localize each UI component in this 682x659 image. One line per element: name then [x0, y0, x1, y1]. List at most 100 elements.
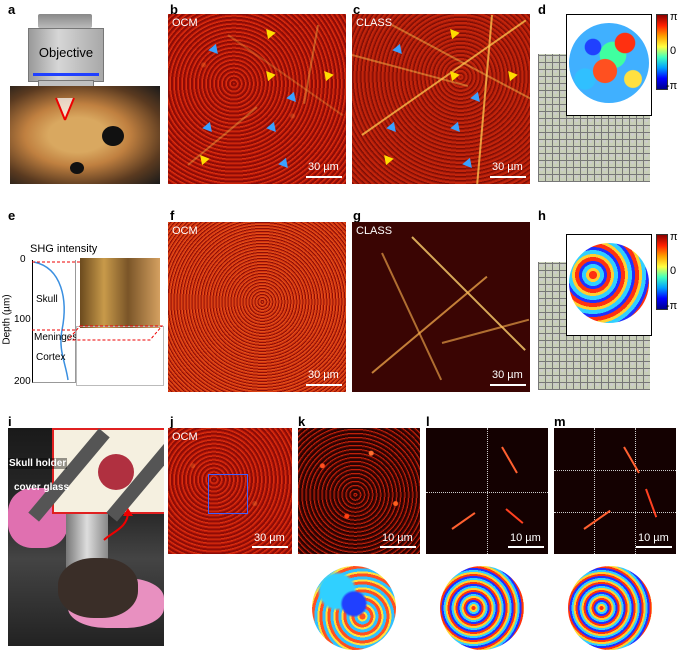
grid-line: [594, 428, 595, 554]
blue-arrow-icon: [386, 121, 400, 136]
scale-bar: [380, 546, 416, 548]
pupil-phase-map-m: [568, 566, 652, 650]
scale-bar-label: 30 µm: [492, 161, 523, 173]
image-label: OCM: [172, 17, 198, 29]
colorbar-max: π: [670, 231, 678, 243]
profile-axes: [32, 260, 76, 383]
grid-line: [554, 470, 676, 471]
colorbar-max: π: [670, 11, 678, 23]
brain-eye-right: [102, 126, 124, 146]
brain-eye-left: [70, 162, 84, 174]
scale-bar: [636, 546, 672, 548]
laser-beam-icon: [55, 97, 75, 121]
panel-m-image: 10 µm: [554, 428, 676, 554]
volume-render: [80, 258, 160, 328]
scale-bar: [508, 546, 544, 548]
scale-bar-label: 30 µm: [492, 369, 523, 381]
fiber: [501, 446, 518, 474]
image-label: OCM: [172, 225, 198, 237]
tick-100: 100: [14, 314, 31, 325]
panel-label-b: b: [170, 2, 178, 17]
scale-bar-label: 10 µm: [638, 532, 669, 544]
yellow-arrow-icon: [262, 67, 276, 82]
fiber: [451, 512, 476, 530]
objective-body: Objective: [28, 28, 104, 82]
panel-label-g: g: [353, 208, 361, 223]
panel-c-class-image: CLASS 30 µm: [352, 14, 530, 184]
scale-bar: [490, 384, 526, 386]
yellow-arrow-icon: [380, 151, 394, 166]
panel-label-m: m: [554, 414, 566, 429]
yellow-arrow-icon: [504, 67, 518, 82]
depth-markers: [32, 261, 164, 341]
grid-line: [635, 428, 636, 554]
scale-bar: [306, 384, 342, 386]
scale-bar: [252, 546, 288, 548]
panel-a: Objective: [10, 14, 160, 184]
pupil-phase-map: [569, 243, 649, 323]
objective-label: Objective: [38, 45, 94, 60]
yellow-arrow-icon: [320, 67, 334, 82]
fiber: [645, 488, 658, 518]
colorbar-min: -π: [666, 300, 678, 312]
tick-200: 200: [14, 376, 31, 387]
panel-h-phase-inset: [566, 234, 652, 336]
blue-arrow-icon: [202, 121, 216, 136]
layer-skull: Skull: [36, 294, 58, 305]
objective-top: [38, 14, 92, 28]
layer-cortex: Cortex: [36, 352, 66, 363]
inset-photo: [28, 428, 164, 522]
cover-glass-disk: [98, 454, 134, 490]
objective-blue-band: [33, 73, 99, 76]
blue-arrow-icon: [208, 43, 222, 58]
phase-colorbar: [656, 14, 668, 90]
panel-i-mouse-photo: Skull holder cover glass: [8, 428, 164, 646]
image-label: CLASS: [356, 225, 393, 237]
panel-label-f: f: [170, 208, 175, 223]
scale-bar-label: 10 µm: [510, 532, 541, 544]
image-label: CLASS: [356, 17, 393, 29]
cover-glass-label: cover glass: [14, 482, 70, 493]
scale-bar: [306, 176, 342, 178]
yellow-arrow-icon: [446, 25, 460, 40]
scale-bar-label: 30 µm: [254, 532, 285, 544]
panel-label-h: h: [538, 208, 546, 223]
panel-label-k: k: [298, 414, 306, 429]
grid-line: [426, 492, 548, 493]
panel-l-image: 10 µm: [426, 428, 548, 554]
blue-arrow-icon: [278, 157, 292, 172]
panel-j-ocm-image: OCM 30 µm: [168, 428, 292, 554]
roi-box: [208, 474, 248, 514]
colorbar-mid: 0: [670, 45, 677, 57]
blue-arrow-icon: [462, 157, 476, 172]
scale-bar-label: 30 µm: [308, 161, 339, 173]
blue-arrow-icon: [286, 91, 300, 106]
panel-label-j: j: [170, 414, 174, 429]
pupil-phase-map-l: [440, 566, 524, 650]
pupil-phase-map-k: [312, 566, 396, 650]
skull-holder-label: Skull holder: [8, 458, 68, 469]
fiber: [381, 252, 443, 381]
panel-e-depth-profile: SHG intensity Depth (µm) 0 100 200 Skull…: [0, 222, 166, 392]
blue-arrow-icon: [392, 43, 406, 58]
panel-label-c: c: [353, 2, 361, 17]
yellow-arrow-icon: [262, 25, 276, 40]
tick-0: 0: [20, 254, 26, 265]
scale-bar-label: 30 µm: [308, 369, 339, 381]
scale-bar-label: 10 µm: [382, 532, 413, 544]
panel-label-e: e: [8, 208, 16, 223]
panel-d-phase-inset: [566, 14, 652, 116]
colorbar-mid: 0: [670, 265, 677, 277]
fiber: [505, 508, 524, 524]
shg-title: SHG intensity: [30, 243, 98, 255]
panel-label-l: l: [426, 414, 430, 429]
phase-colorbar: [656, 234, 668, 310]
panel-label-d: d: [538, 2, 546, 17]
panel-b-ocm-image: OCM 30 µm: [168, 14, 346, 184]
layer-meninges: Meninges: [34, 332, 78, 343]
panel-label-i: i: [8, 414, 12, 429]
red-arrow-icon: [103, 508, 133, 541]
colorbar-min: -π: [666, 80, 678, 92]
image-label: OCM: [172, 431, 198, 443]
pupil-phase-map: [569, 23, 649, 103]
